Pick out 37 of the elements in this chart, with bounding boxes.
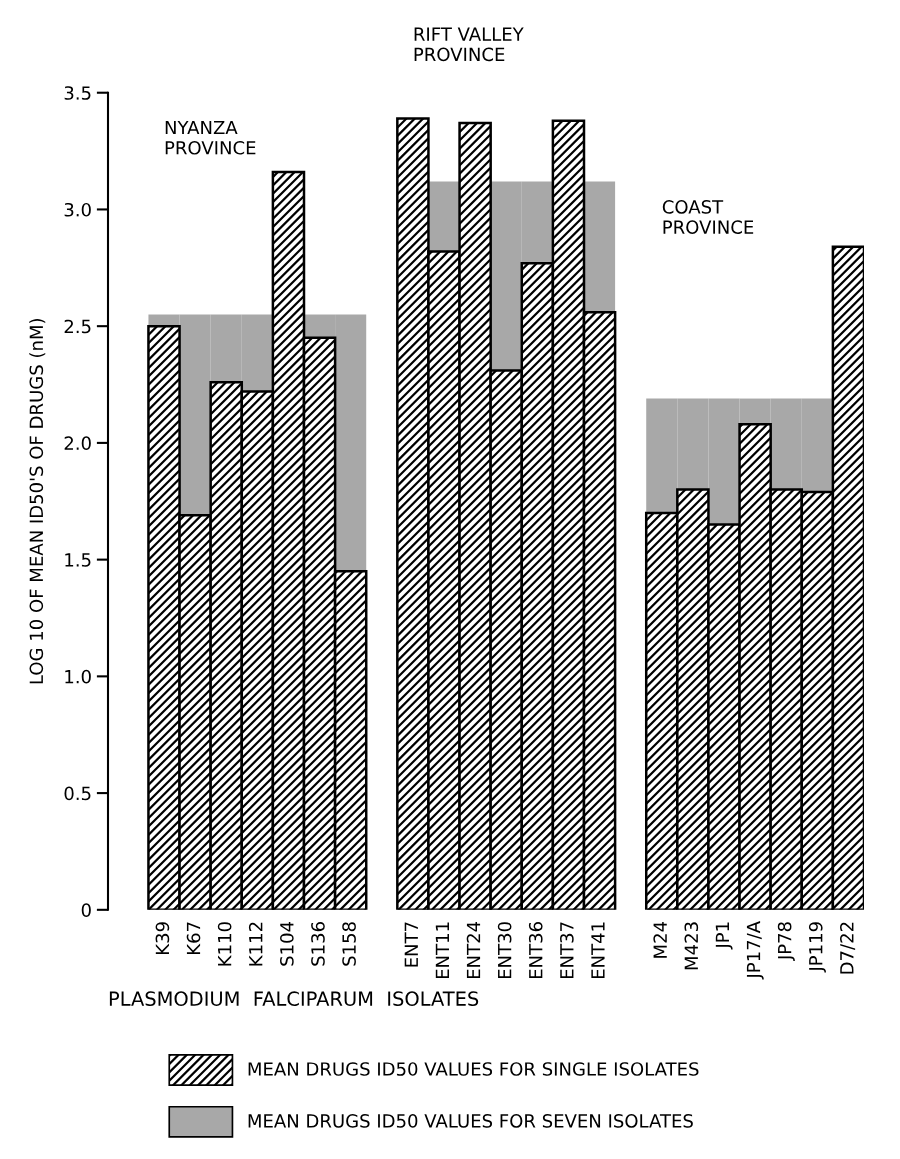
y-tick-label: 1.0: [65, 669, 91, 684]
x-tick-label: ENT36: [528, 922, 543, 979]
y-tick-label: 0: [81, 903, 91, 917]
y-tick-label: 2.0: [64, 436, 91, 451]
x-tick-label: JP78: [777, 922, 795, 962]
x-tick-label: K110: [217, 922, 232, 966]
y-tick-label: 0.5: [64, 786, 91, 801]
annotation: NYANZA PROVINCE: [165, 120, 256, 155]
x-tick-label: ENT11: [435, 922, 449, 979]
legend-label: MEAN DRUGS ID50 VALUES FOR SEVEN ISOLATES: [248, 1114, 693, 1128]
x-tick-label: ENT24: [466, 921, 481, 979]
x-tick-label: S104: [280, 921, 294, 966]
x-tick-label: K39: [155, 922, 170, 954]
y-tick-label: 1.5: [65, 553, 91, 567]
x-tick-label: ENT30: [497, 922, 512, 979]
x-axis-title: PLASMODIUM FALCIPARUM ISOLATES: [109, 991, 479, 1007]
x-tick-label: ENT7: [404, 922, 418, 967]
y-tick-label: 3.0: [64, 202, 91, 217]
x-tick-label: JP1: [715, 922, 733, 950]
x-tick-label: JP119: [808, 922, 826, 973]
x-tick-label: S136: [311, 922, 325, 966]
x-tick-label: M24: [653, 921, 667, 958]
x-tick-label: ENT41: [591, 922, 605, 979]
text: RIFT VALLEY PROVINCE: [414, 27, 524, 62]
x-tick-label: ENT37: [560, 922, 574, 979]
x-tick-label: JP17/A: [746, 921, 764, 980]
y-axis-title: LOG 10 OF MEAN ID50'S OF DRUGS (nM): [29, 318, 46, 684]
x-tick-label: M423: [684, 922, 699, 970]
bar: [584, 181, 616, 313]
y-tick-label: 2.5: [64, 319, 91, 334]
legend-label: MEAN DRUGS ID50 VALUES FOR SINGLE ISOLATES: [248, 1062, 699, 1076]
x-tick-label: K112: [248, 922, 263, 966]
annotation: COAST PROVINCE: [662, 200, 754, 234]
y-tick-label: 3.5: [64, 86, 91, 100]
x-tick-label: K67: [186, 922, 201, 954]
x-tick-label: D7/22: [840, 922, 856, 974]
x-tick-label: S158: [342, 922, 356, 966]
